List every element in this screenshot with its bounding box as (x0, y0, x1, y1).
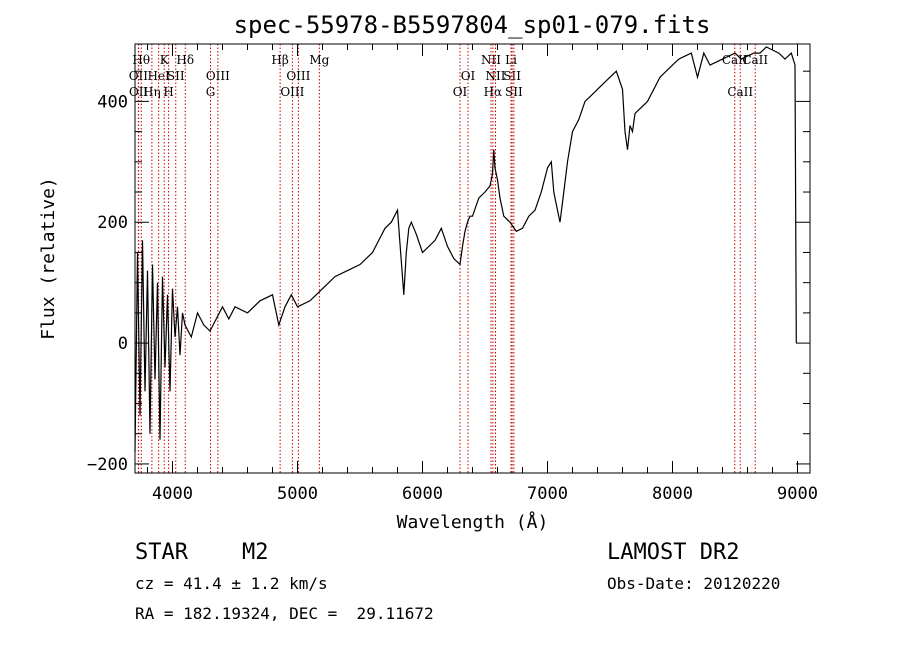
line-marker-label: OI (453, 85, 468, 99)
line-marker-label: CaII (727, 85, 753, 99)
line-marker-label: OIII (280, 85, 304, 99)
x-tick-label: 5000 (277, 484, 318, 504)
x-tick-label: 9000 (777, 484, 818, 504)
line-marker-label: Hδ (176, 53, 194, 67)
object-class: STAR (135, 540, 188, 565)
line-marker-label: K (160, 53, 170, 67)
redshift-velocity: cz = 41.4 ± 1.2 km/s (135, 574, 328, 593)
line-marker-label: NII (486, 69, 506, 83)
y-axis-label: Flux (relative) (38, 177, 59, 340)
y-tick-label: 0 (118, 334, 128, 354)
x-tick-label: 8000 (652, 484, 693, 504)
y-tick-label: −200 (87, 455, 128, 475)
line-marker-label: H (163, 85, 173, 99)
line-marker-label: Hη (143, 85, 161, 99)
line-marker-label: Mg (309, 53, 329, 67)
line-marker-label: Hα (484, 85, 503, 99)
line-marker-layer: HθOIIOIIHηHeIKHSIIHδGOIIIHβOIIIOIIIMgOIO… (129, 44, 768, 473)
chart-title: spec-55978-B5597804_sp01-079.fits (234, 11, 711, 39)
survey-name: LAMOST DR2 (607, 540, 740, 565)
axis-layer: 4000 5000 6000 7000 8000 9000 −200 0 200 400 (87, 44, 818, 504)
x-tick-label: 6000 (402, 484, 443, 504)
line-marker-label: NII (481, 53, 501, 67)
plot-frame (134, 43, 811, 474)
line-marker-label: OIII (206, 69, 230, 83)
spectrum-line (134, 46, 797, 452)
line-marker-label: CaII (742, 53, 768, 67)
spectrum-series-layer (134, 46, 797, 452)
line-marker-label: OI (461, 69, 476, 83)
x-axis-label: Wavelength (Å) (397, 511, 549, 533)
line-marker-label: Hβ (271, 53, 288, 67)
line-marker-label: OII (129, 85, 149, 99)
observation-date: Obs-Date: 20120220 (607, 574, 781, 593)
line-marker-label: OIII (286, 69, 310, 83)
line-marker-label: Li (505, 53, 517, 67)
line-marker-label: G (206, 85, 216, 99)
object-subclass: M2 (242, 540, 269, 565)
line-marker-label: SII (167, 69, 185, 83)
line-marker-label: Hθ (132, 53, 150, 67)
x-tick-label: 7000 (527, 484, 568, 504)
sky-coordinates: RA = 182.19324, DEC = 29.11672 (135, 604, 434, 623)
line-marker-label: SII (503, 69, 521, 83)
x-tick-label: 4000 (152, 484, 193, 504)
y-tick-label: 400 (97, 92, 128, 112)
line-marker-label: SII (505, 85, 523, 99)
y-tick-label: 200 (97, 213, 128, 233)
